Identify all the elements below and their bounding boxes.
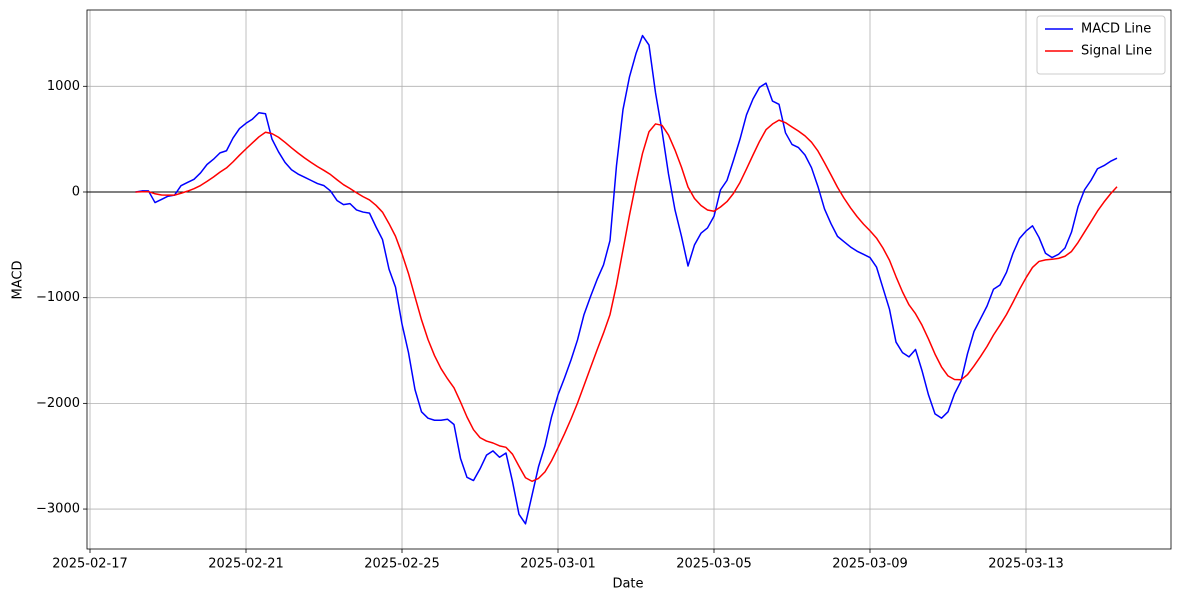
x-tick-label: 2025-03-09 (832, 557, 908, 572)
y-tick-label: −1000 (36, 290, 80, 305)
grid (87, 10, 1171, 549)
legend: MACD Line Signal Line (1036, 15, 1166, 75)
y-tick-label: 0 (72, 184, 80, 199)
legend-box (1036, 15, 1166, 75)
y-tick-label: −3000 (36, 502, 80, 517)
x-tick-label: 2025-03-05 (676, 557, 752, 572)
y-tick-label: −2000 (36, 396, 80, 411)
x-axis-label: Date (612, 577, 643, 592)
legend-label: MACD Line (1081, 22, 1151, 37)
legend-label: Signal Line (1081, 44, 1152, 59)
y-axis-label: MACD (11, 261, 26, 300)
series-line (135, 119, 1118, 483)
x-tick-label: 2025-02-25 (364, 557, 440, 572)
x-tick-label: 2025-03-13 (988, 557, 1064, 572)
y-tick-label: 1000 (47, 79, 80, 94)
series-line (135, 34, 1118, 525)
x-tick-label: 2025-02-21 (208, 557, 284, 572)
x-tick-label: 2025-03-01 (520, 557, 596, 572)
x-tick-label: 2025-02-17 (52, 557, 128, 572)
plot-frame (86, 9, 1172, 550)
